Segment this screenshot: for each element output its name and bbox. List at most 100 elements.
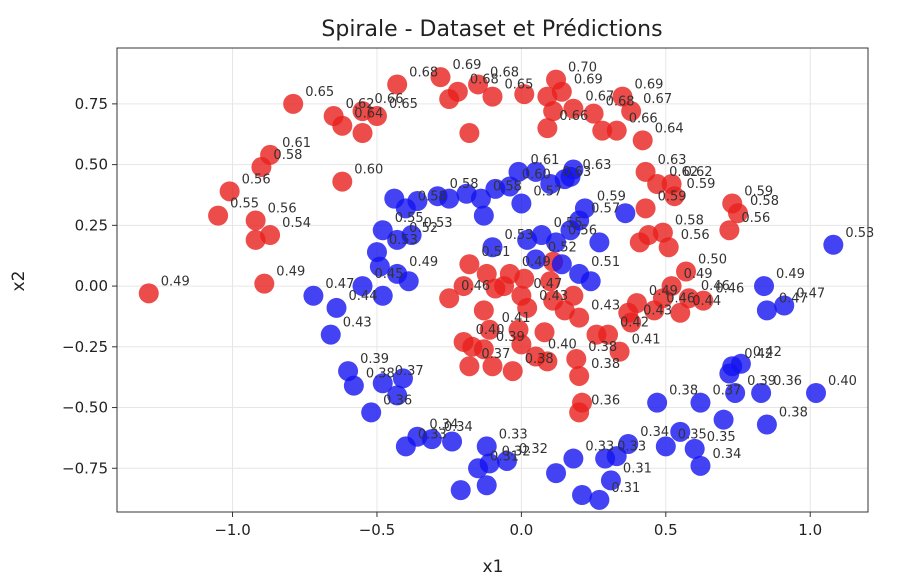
- data-label: 0.33: [617, 440, 646, 455]
- data-label: 0.38: [525, 352, 554, 367]
- data-label: 0.45: [375, 267, 404, 282]
- data-point: [517, 229, 538, 250]
- data-label: 0.56: [741, 211, 770, 226]
- data-label: 0.61: [530, 153, 559, 168]
- data-label: 0.69: [574, 73, 603, 88]
- data-label: 0.60: [522, 167, 551, 182]
- data-label: 0.40: [476, 323, 505, 338]
- data-label: 0.42: [753, 345, 782, 360]
- data-point: [525, 249, 546, 270]
- data-point: [600, 470, 621, 491]
- data-label: 0.32: [519, 442, 548, 457]
- y-tick-label: −0.25: [62, 338, 108, 356]
- data-label: 0.39: [496, 330, 525, 345]
- data-point: [569, 365, 590, 386]
- data-label: 0.58: [450, 177, 479, 192]
- data-point: [303, 285, 324, 306]
- y-tick-label: −0.50: [62, 399, 108, 417]
- y-tick-label: 0.25: [75, 216, 108, 234]
- data-point: [635, 198, 656, 219]
- data-label: 0.31: [490, 449, 519, 464]
- y-axis-label: x2: [9, 271, 29, 292]
- data-label: 0.38: [366, 367, 395, 382]
- data-point: [392, 368, 413, 389]
- data-point: [719, 220, 740, 241]
- data-label: 0.69: [453, 58, 482, 73]
- data-label: 0.46: [701, 279, 730, 294]
- data-label: 0.42: [620, 316, 649, 331]
- data-point: [447, 81, 468, 102]
- data-point: [713, 409, 734, 430]
- data-label: 0.33: [585, 440, 614, 455]
- data-label: 0.43: [591, 299, 620, 314]
- data-label: 0.33: [418, 427, 447, 442]
- data-point: [632, 130, 653, 151]
- data-label: 0.31: [611, 481, 640, 496]
- data-label: 0.59: [686, 177, 715, 192]
- data-point: [450, 480, 471, 501]
- data-label: 0.54: [282, 216, 311, 231]
- data-point: [621, 312, 642, 333]
- data-point: [580, 271, 601, 292]
- data-label: 0.63: [658, 153, 687, 168]
- data-point: [138, 283, 159, 304]
- x-tick-label: 0.5: [654, 521, 678, 539]
- data-point: [468, 458, 489, 479]
- data-point: [606, 446, 627, 467]
- data-point: [387, 385, 408, 406]
- data-label: 0.49: [161, 274, 190, 289]
- data-label: 0.32: [502, 444, 531, 459]
- data-point: [476, 475, 497, 496]
- data-label: 0.58: [418, 189, 447, 204]
- data-label: 0.51: [591, 255, 620, 270]
- data-point: [332, 171, 353, 192]
- data-point: [525, 161, 546, 182]
- data-label: 0.39: [360, 352, 389, 367]
- data-label: 0.63: [562, 165, 591, 180]
- data-label: 0.36: [383, 393, 412, 408]
- data-point: [245, 210, 266, 231]
- data-point: [479, 319, 500, 340]
- data-point: [470, 188, 491, 209]
- data-point: [372, 285, 393, 306]
- data-label: 0.67: [585, 90, 614, 105]
- data-point: [621, 101, 642, 122]
- data-point: [563, 448, 584, 469]
- data-point: [372, 220, 393, 241]
- data-point: [569, 402, 590, 423]
- data-label: 0.59: [658, 189, 687, 204]
- data-point: [395, 436, 416, 457]
- data-label: 0.38: [591, 357, 620, 372]
- data-point: [453, 276, 474, 297]
- data-label: 0.52: [409, 221, 438, 236]
- data-point: [421, 429, 442, 450]
- data-label: 0.40: [548, 338, 577, 353]
- data-label: 0.47: [533, 277, 562, 292]
- data-label: 0.50: [698, 252, 727, 267]
- data-label: 0.66: [375, 92, 404, 107]
- data-label: 0.46: [461, 279, 490, 294]
- y-tick-label: 0.75: [75, 95, 108, 113]
- data-label: 0.49: [522, 255, 551, 270]
- data-label: 0.49: [276, 265, 305, 280]
- y-tick-label: −0.75: [62, 459, 108, 477]
- data-point: [502, 361, 523, 382]
- chart-title: Spirale - Dataset et Prédictions: [321, 17, 662, 42]
- data-point: [551, 254, 572, 275]
- data-point: [647, 174, 668, 195]
- data-label: 0.57: [533, 184, 562, 199]
- data-point: [430, 67, 451, 88]
- data-label: 0.61: [282, 136, 311, 151]
- data-label: 0.31: [623, 461, 652, 476]
- data-label: 0.38: [588, 340, 617, 355]
- data-point: [482, 356, 503, 377]
- data-point: [751, 382, 772, 403]
- data-point: [407, 191, 428, 212]
- data-point: [320, 324, 341, 345]
- x-tick-label: −1.0: [214, 521, 250, 539]
- y-tick-label: 0.50: [75, 156, 108, 174]
- data-point: [774, 295, 795, 316]
- data-point: [352, 123, 373, 144]
- data-label: 0.62: [346, 97, 375, 112]
